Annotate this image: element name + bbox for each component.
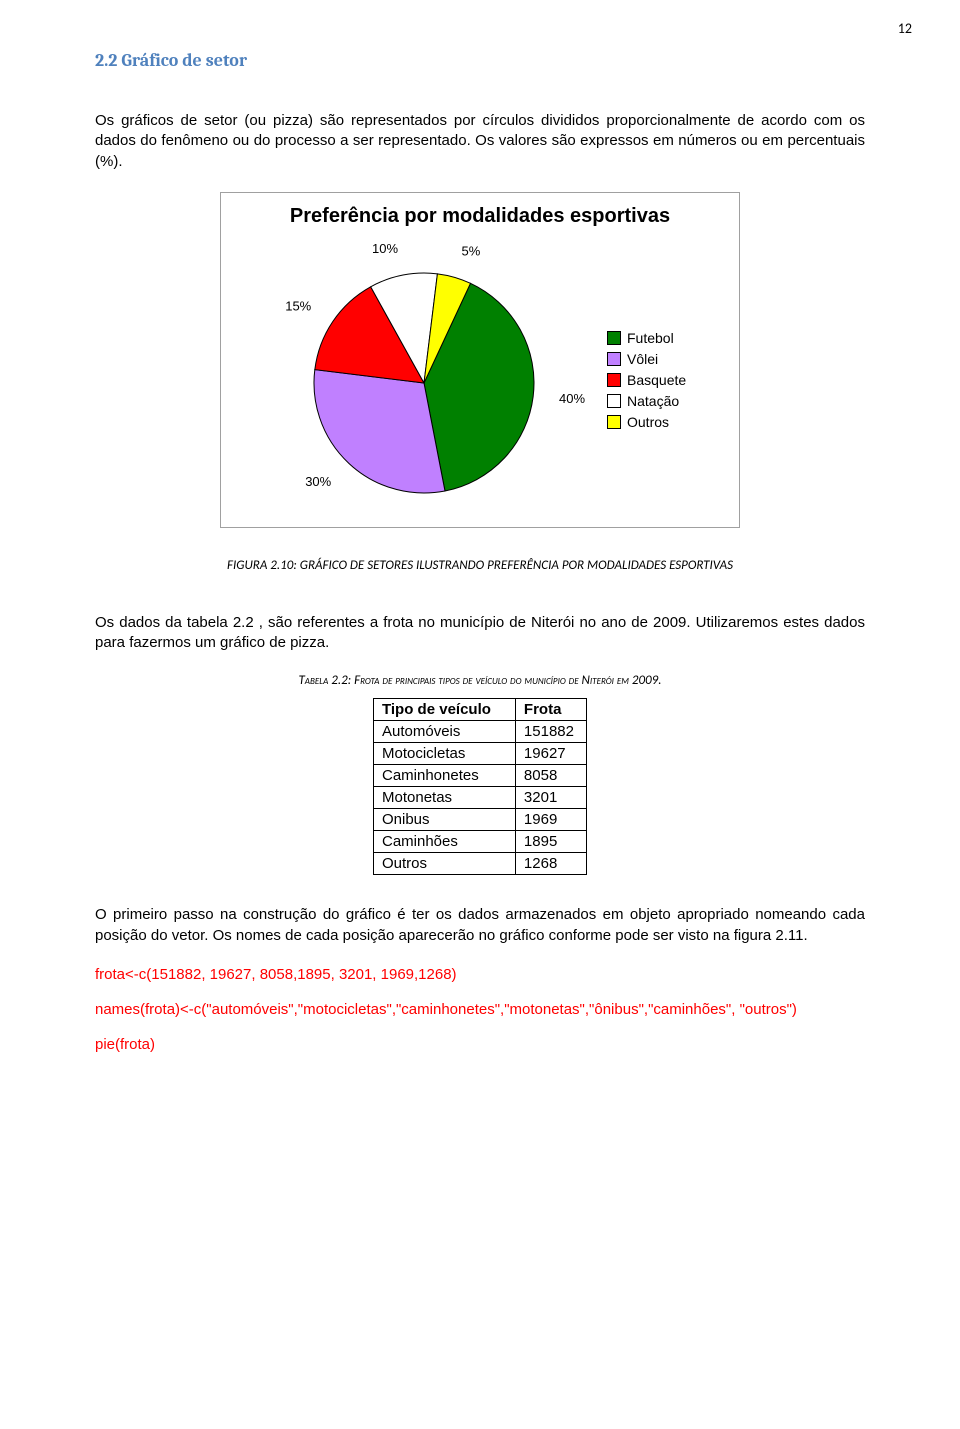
section-heading: 2.2 Gráfico de setor (95, 50, 865, 71)
legend-label: Natação (627, 393, 679, 409)
legend-item: Futebol (607, 330, 686, 346)
table-row: Motocicletas19627 (374, 743, 587, 765)
legend-swatch (607, 373, 621, 387)
vehicle-table: Tipo de veículoFrotaAutomóveis151882Moto… (373, 698, 587, 875)
legend-label: Futebol (627, 330, 674, 346)
table-cell: Caminhões (374, 831, 516, 853)
table-cell: 8058 (515, 765, 586, 787)
table-row: Onibus1969 (374, 809, 587, 831)
legend-swatch (607, 415, 621, 429)
chart-title: Preferência por modalidades esportivas (229, 205, 731, 228)
pie-slice-label: 10% (372, 241, 398, 256)
code-line-1: frota<-c(151882, 19627, 8058,1895, 3201,… (95, 966, 865, 983)
pie-slice-label: 5% (461, 243, 480, 258)
paragraph-3: O primeiro passo na construção do gráfic… (95, 905, 865, 946)
figure-caption: FIGURA 2.10: GRÁFICO DE SETORES ILUSTRAN… (95, 558, 865, 573)
table-cell: Outros (374, 853, 516, 875)
code-line-2: names(frota)<-c("automóveis","motociclet… (95, 1001, 865, 1018)
legend-item: Outros (607, 414, 686, 430)
table-cell: 1969 (515, 809, 586, 831)
code-line-3: pie(frota) (95, 1036, 865, 1053)
legend-item: Natação (607, 393, 686, 409)
table-cell: 3201 (515, 787, 586, 809)
table-cell: Caminhonetes (374, 765, 516, 787)
pie-chart-figure: Preferência por modalidades esportivas 4… (220, 192, 740, 528)
legend-item: Vôlei (607, 351, 686, 367)
table-cell: Motocicletas (374, 743, 516, 765)
table-cell: Automóveis (374, 721, 516, 743)
table-cell: 1268 (515, 853, 586, 875)
table-cell: Motonetas (374, 787, 516, 809)
chart-legend: Futebol Vôlei Basquete Natação Outros (607, 325, 686, 435)
table-row: Motonetas3201 (374, 787, 587, 809)
legend-label: Outros (627, 414, 669, 430)
legend-label: Vôlei (627, 351, 658, 367)
chart-box: Preferência por modalidades esportivas 4… (220, 192, 740, 528)
pie-slice (314, 369, 445, 492)
table-header-cell: Frota (515, 699, 586, 721)
page-number: 12 (898, 20, 912, 37)
pie-svg: 40% 30% 15% 10% 5% (229, 238, 589, 518)
legend-label: Basquete (627, 372, 686, 388)
table-header-cell: Tipo de veículo (374, 699, 516, 721)
legend-swatch (607, 394, 621, 408)
table-cell: 151882 (515, 721, 586, 743)
table-row: Caminhonetes8058 (374, 765, 587, 787)
table-caption: Tabela 2.2: Frota de principais tipos de… (95, 673, 865, 688)
table-row: Caminhões1895 (374, 831, 587, 853)
paragraph-1: Os gráficos de setor (ou pizza) são repr… (95, 111, 865, 172)
pie-slice-label: 40% (559, 391, 585, 406)
pie-chart: 40% 30% 15% 10% 5% (229, 238, 589, 523)
legend-swatch (607, 352, 621, 366)
table-cell: 19627 (515, 743, 586, 765)
table-row: Automóveis151882 (374, 721, 587, 743)
legend-swatch (607, 331, 621, 345)
pie-slice-label: 30% (305, 474, 331, 489)
legend-item: Basquete (607, 372, 686, 388)
table-cell: Onibus (374, 809, 516, 831)
paragraph-2: Os dados da tabela 2.2 , são referentes … (95, 613, 865, 654)
pie-slice-label: 15% (285, 298, 311, 313)
table-cell: 1895 (515, 831, 586, 853)
table-row: Outros1268 (374, 853, 587, 875)
